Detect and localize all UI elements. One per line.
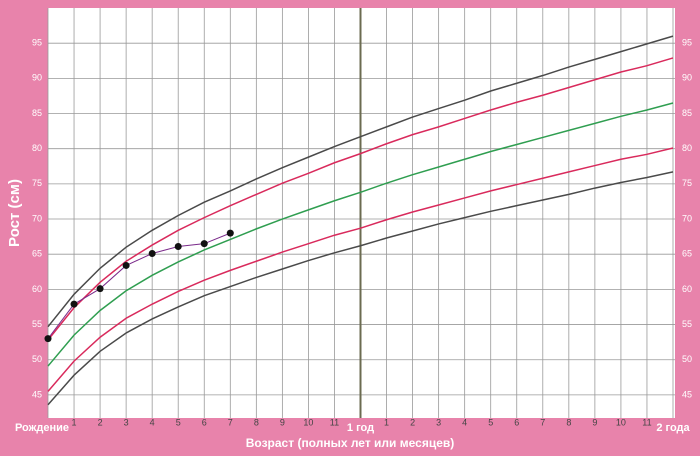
x-tick-label: 4: [150, 417, 155, 427]
x-tick-label: Рождение: [15, 422, 69, 434]
x-tick-label: 5: [488, 417, 493, 427]
y-tick-label: 65: [32, 249, 42, 259]
point: [226, 229, 234, 237]
curve: [47, 171, 674, 406]
y-axis-label: Рост (см): [6, 179, 23, 247]
point: [122, 261, 130, 269]
y-tick-label: 70: [682, 213, 692, 223]
y-tick-label: 65: [682, 249, 692, 259]
x-tick-label: 10: [616, 417, 626, 427]
x-tick-label: 11: [642, 417, 651, 427]
x-tick-label: 3: [436, 417, 441, 427]
curve: [47, 232, 231, 339]
y-tick-label: 55: [682, 319, 692, 329]
y-tick-label: 85: [682, 108, 692, 118]
x-tick-label: 2: [410, 417, 415, 427]
y-tick-label: 75: [32, 178, 42, 188]
x-tick-label: 1: [72, 417, 77, 427]
y-tick-label: 75: [682, 178, 692, 188]
y-tick-label: 85: [32, 108, 42, 118]
x-tick-label: 8: [566, 417, 571, 427]
curve: [47, 102, 674, 367]
point: [70, 300, 78, 308]
y-tick-label: 60: [682, 284, 692, 294]
y-tick-label: 50: [32, 354, 42, 364]
x-tick-label: 1: [384, 417, 389, 427]
x-tick-label: 3: [124, 417, 129, 427]
point: [148, 250, 156, 258]
curve: [47, 57, 674, 341]
y-tick-label: 60: [32, 284, 42, 294]
y-tick-label: 70: [32, 213, 42, 223]
x-tick-label: 10: [303, 417, 313, 427]
x-tick-label: 7: [228, 417, 233, 427]
x-tick-label: 4: [462, 417, 467, 427]
x-tick-label: 6: [202, 417, 207, 427]
point: [200, 240, 208, 248]
x-tick-label: 8: [254, 417, 259, 427]
y-tick-label: 95: [32, 38, 42, 48]
y-tick-label: 45: [32, 389, 42, 399]
y-tick-label: 50: [682, 354, 692, 364]
x-tick-label: 1 год: [347, 422, 374, 434]
x-tick-label: 2: [98, 417, 103, 427]
y-tick-label: 90: [682, 73, 692, 83]
y-tick-label: 95: [682, 38, 692, 48]
curve: [47, 35, 674, 328]
x-tick-label: 7: [540, 417, 545, 427]
y-tick-label: 80: [682, 143, 692, 153]
point: [96, 285, 104, 293]
x-axis-label: Возраст (полных лет или месяцев): [246, 436, 455, 450]
x-tick-label: 6: [514, 417, 519, 427]
point: [174, 242, 182, 250]
y-tick-label: 55: [32, 319, 42, 329]
x-tick-label: 5: [176, 417, 181, 427]
point: [44, 335, 52, 343]
y-tick-label: 90: [32, 73, 42, 83]
curve: [47, 147, 674, 392]
x-tick-label: 9: [592, 417, 597, 427]
x-tick-label: 2 года: [656, 422, 690, 434]
x-tick-label: 11: [330, 417, 339, 427]
y-tick-label: 80: [32, 143, 42, 153]
x-tick-label: 9: [280, 417, 285, 427]
y-tick-label: 45: [682, 389, 692, 399]
